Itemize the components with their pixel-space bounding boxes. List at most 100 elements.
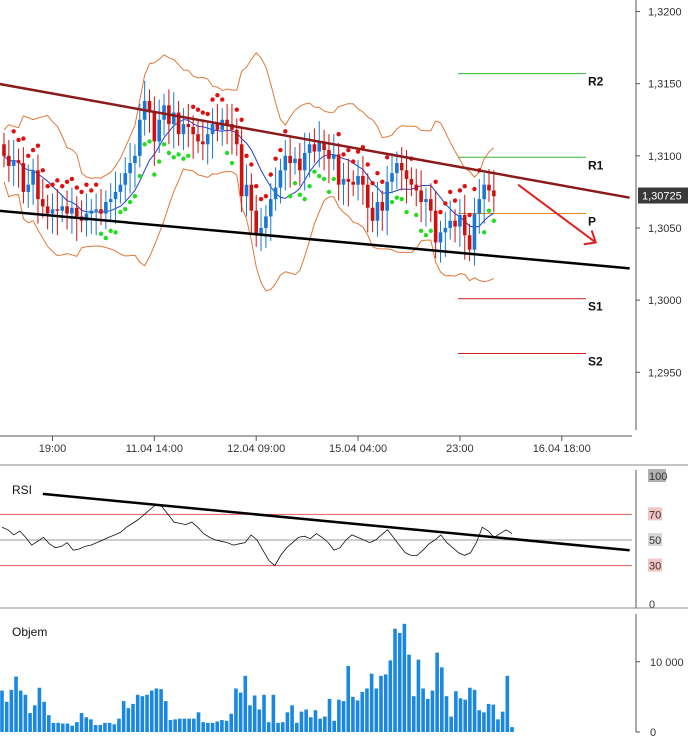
sar-dot-bearish [205, 111, 210, 117]
candle-body [375, 202, 380, 221]
sar-dot-bearish [341, 152, 346, 157]
candle-body [249, 184, 254, 211]
pivot-label-r1: R1 [588, 158, 604, 172]
candle-body [317, 141, 322, 152]
volume-bar [163, 701, 168, 732]
candle-body [341, 178, 346, 185]
volume-bar [14, 676, 18, 732]
candle-body [356, 176, 360, 185]
rsi-tick-label: 30 [649, 561, 661, 573]
sar-dot-bullish [428, 228, 433, 234]
sar-dot-bearish [457, 188, 463, 193]
volume-bar [285, 712, 290, 732]
volume-bar [173, 719, 177, 732]
sar-dot-bearish [69, 176, 75, 182]
volume-bar [430, 690, 435, 732]
candle-body [351, 181, 355, 185]
sar-dot-bearish [438, 209, 443, 215]
volume-bar [107, 722, 112, 732]
volume-bar [346, 665, 351, 732]
sar-dot-bearish [365, 162, 370, 167]
sar-dot-bearish [433, 179, 438, 185]
sar-dot-bearish [21, 136, 26, 141]
sar-dot-bullish [326, 189, 332, 195]
volume-bar [337, 699, 341, 732]
candle-body [118, 184, 123, 192]
volume-bar [360, 691, 365, 732]
candle-body [409, 178, 414, 185]
volume-bar [500, 711, 505, 732]
sar-dot-bullish [142, 142, 147, 147]
volume-bar [383, 674, 388, 732]
sar-dot-bullish [418, 228, 424, 234]
candle-body [273, 187, 278, 200]
candle-body [36, 170, 40, 200]
rsi-tick-bg [648, 507, 662, 521]
candle-body [215, 124, 220, 130]
volume-bar [472, 689, 477, 732]
price-panel[interactable]: 1,3200 1,3150 1,3100 1,3050 1,3000 1,2950 19:0… [0, 0, 688, 455]
sar-dot-bullish [132, 194, 138, 199]
sar-dot-bearish [210, 97, 215, 102]
sar-dot-bearish [258, 196, 264, 202]
volume-bar [421, 688, 425, 732]
candle-body [477, 199, 482, 214]
volume-bar [313, 710, 318, 732]
bollinger-lower [3, 168, 495, 292]
sar-dot-bullish [414, 212, 419, 218]
sar-dot-bullish [161, 142, 167, 147]
candle-body [65, 206, 69, 214]
volume-bar [177, 718, 182, 732]
candle-body [307, 144, 312, 153]
volume-bar [374, 688, 379, 732]
time-tick-label: 11.04 14:00 [126, 443, 183, 455]
volume-bar [477, 710, 482, 732]
volume-bar [252, 695, 257, 732]
pivot-label-s2: S2 [588, 355, 603, 369]
volume-bar [229, 713, 234, 732]
volume-bar [323, 716, 327, 732]
sar-dot-bearish [448, 189, 453, 195]
candle-body [11, 160, 16, 166]
volume-bar [159, 689, 163, 732]
sar-dot-bullish [166, 150, 172, 156]
sar-dot-bearish [50, 182, 55, 187]
candle-body [399, 163, 404, 171]
sar-dot-bullish [229, 160, 235, 166]
candle-body [390, 173, 394, 182]
candle-body [138, 119, 142, 156]
candle-body [191, 126, 195, 135]
candle-body [322, 141, 326, 151]
sar-dot-bullish [389, 199, 395, 205]
volume-bar [220, 720, 224, 732]
volume-bar [84, 717, 89, 732]
volume-bar [266, 722, 271, 732]
candle-body [302, 152, 307, 171]
volume-bar [365, 688, 369, 732]
sar-dot-bullish [181, 156, 186, 161]
candle-body [152, 112, 157, 142]
candle-body [244, 184, 249, 197]
volume-bar [37, 687, 42, 732]
sar-dot-bullish [171, 155, 176, 160]
sar-dot-bearish [254, 183, 259, 189]
volume-bar [9, 689, 14, 732]
candle-body [147, 101, 152, 113]
sar-dot-bullish [137, 173, 142, 179]
candle-body [395, 163, 399, 174]
volume-bar [388, 660, 393, 732]
sar-dot-bearish [273, 156, 278, 161]
volume-bar [248, 705, 252, 732]
sar-dot-bearish [283, 129, 288, 134]
rsi-panel[interactable]: 100 70 50 30 0 RSI [0, 464, 688, 611]
sar-dot-bearish [40, 168, 45, 173]
sar-dot-bearish [79, 189, 84, 195]
candle-body [113, 191, 118, 200]
volume-bar [206, 722, 210, 732]
candle-body [429, 199, 433, 211]
volume-panel[interactable]: 10 000 0 Objem [0, 607, 688, 737]
volume-bar [435, 652, 439, 732]
volume-bar [486, 703, 491, 732]
candle-body [89, 210, 94, 214]
